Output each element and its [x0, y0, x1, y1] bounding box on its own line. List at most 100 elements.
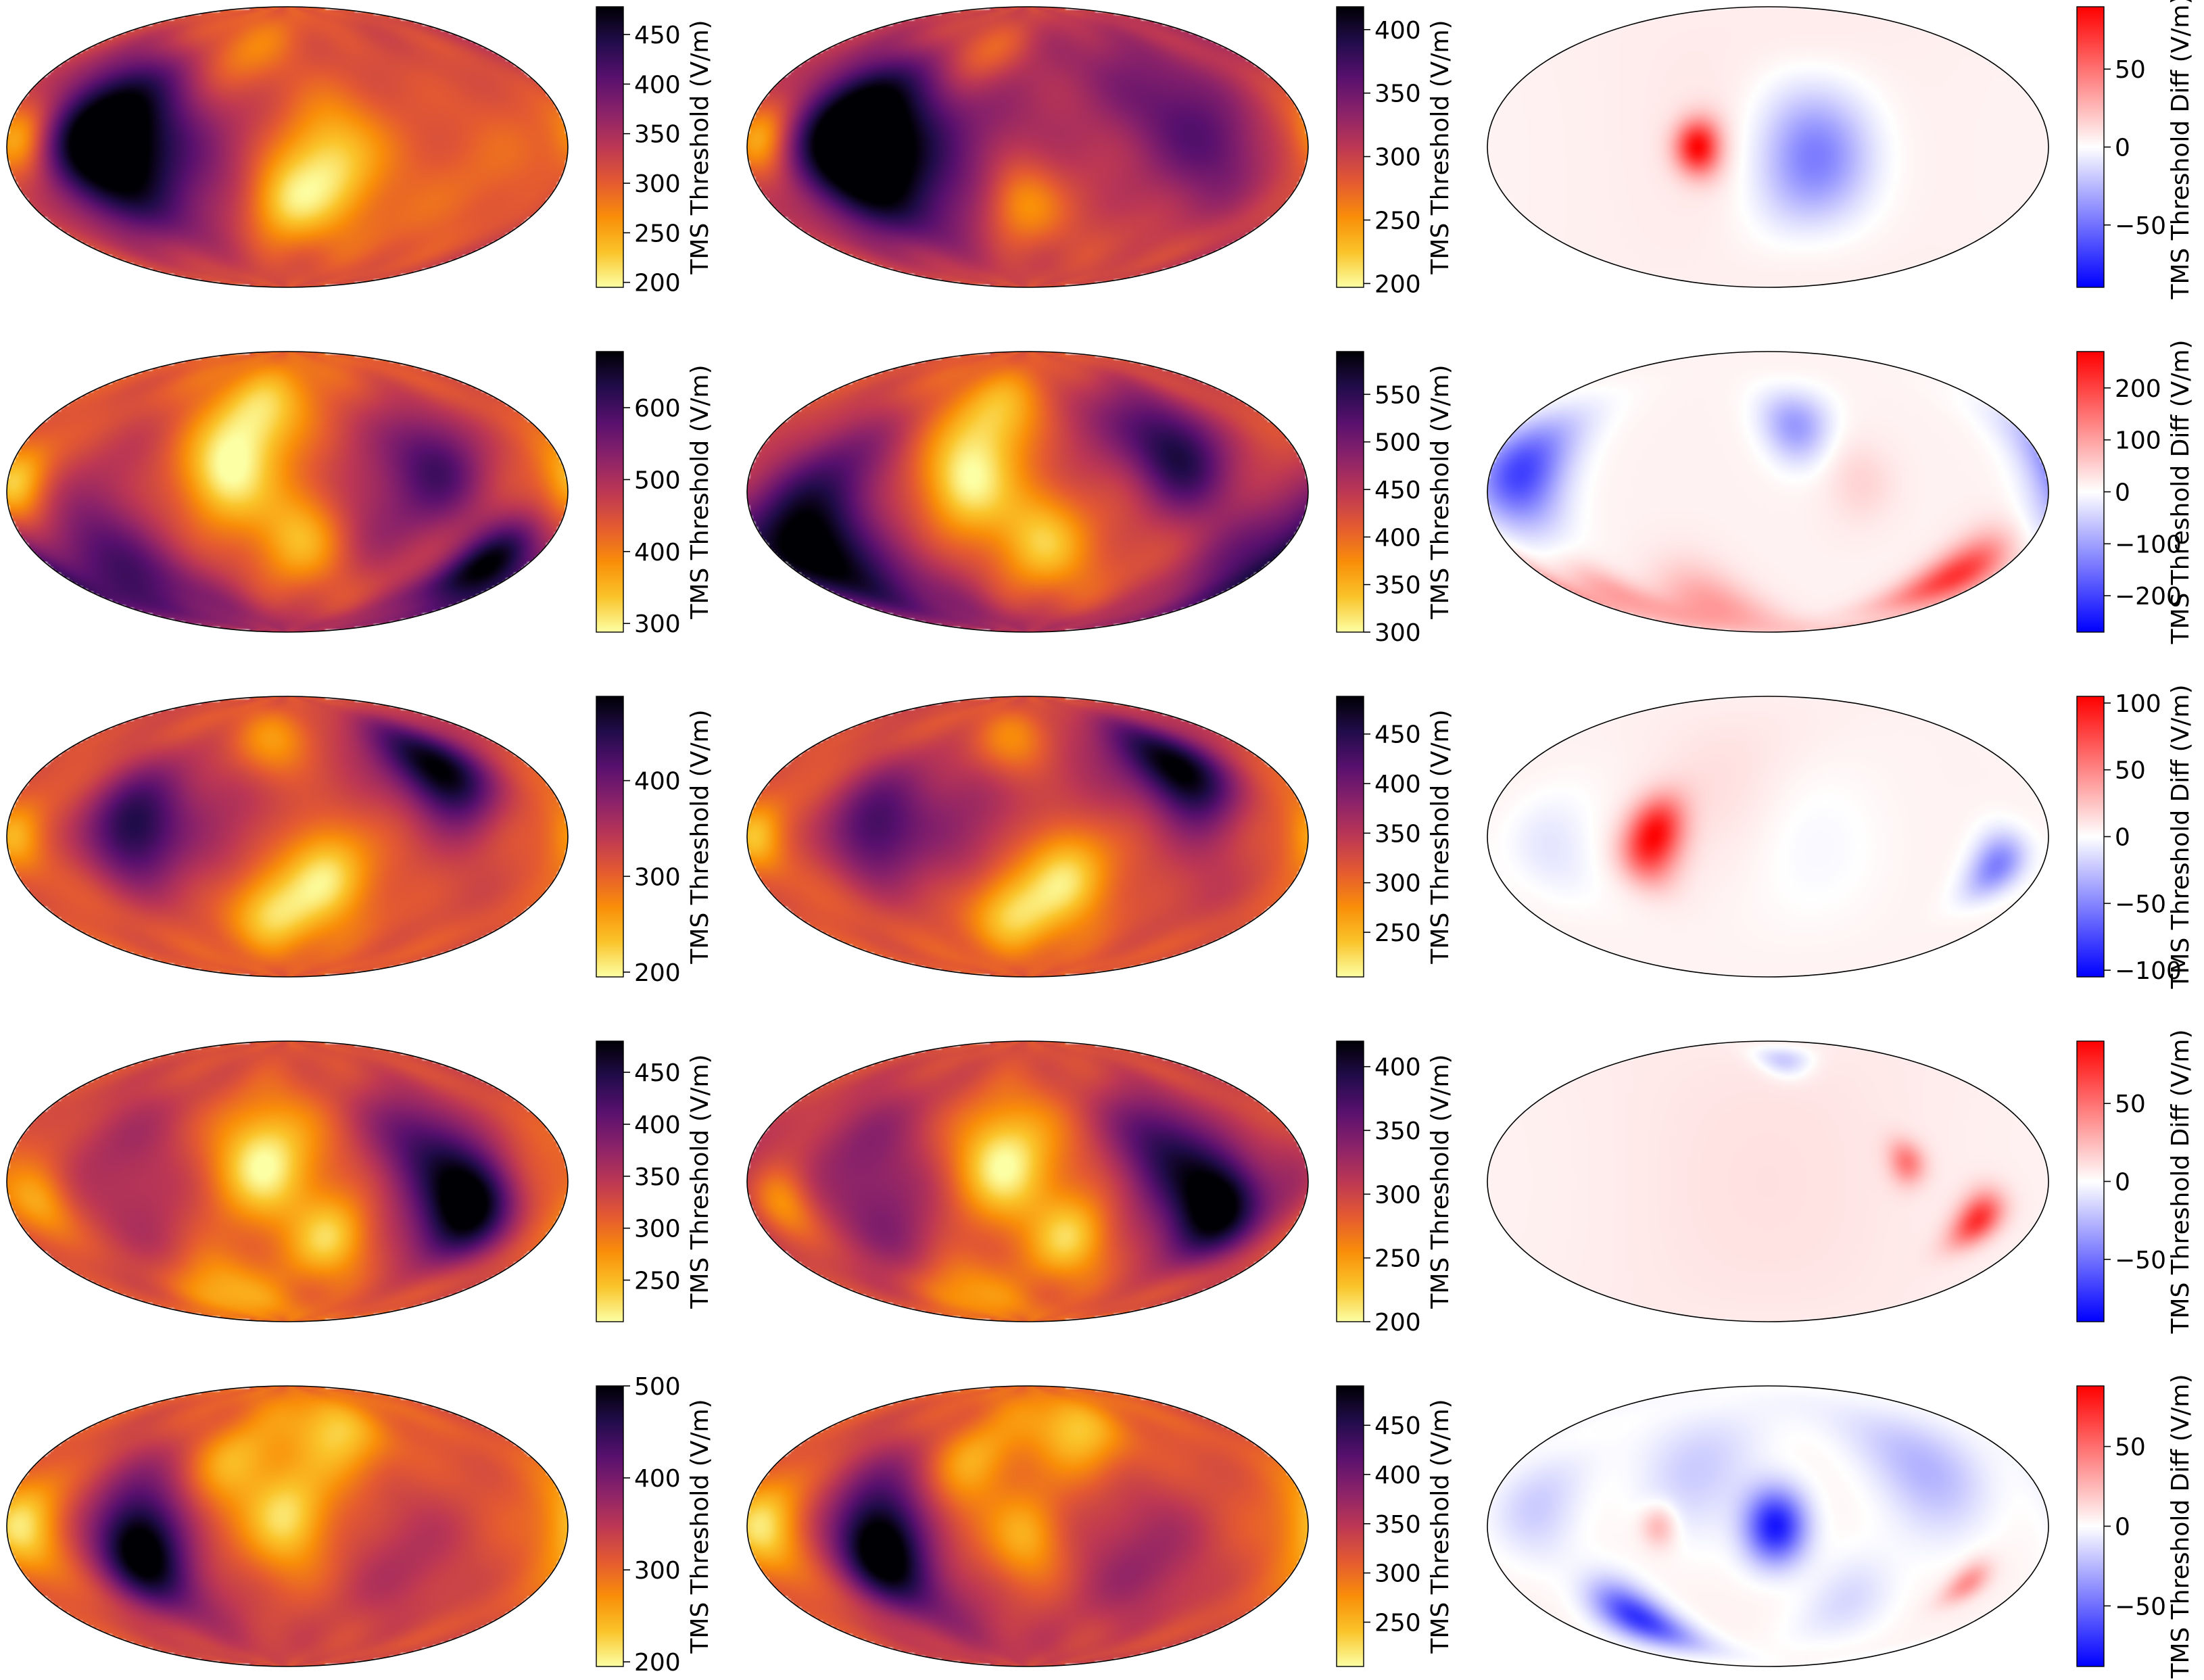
colorbar: [596, 1040, 624, 1322]
colorbar-tick-label: 400: [634, 768, 681, 796]
colorbar-label: TMS Threshold (V/m): [1427, 1399, 1454, 1654]
colorbar-tick-label: 400: [634, 1465, 681, 1493]
colorbar: [1336, 6, 1364, 288]
colorbar-tick-label: 200: [1374, 270, 1421, 298]
colorbar: [596, 6, 624, 288]
map-outline: [6, 6, 569, 288]
colorbar-tick-label: 350: [634, 1163, 681, 1191]
map-outline: [1487, 6, 2049, 288]
colorbar-label: TMS Threshold (V/m): [1427, 709, 1454, 964]
colorbar-tick-label: 250: [634, 220, 681, 247]
colorbar-tick-label: 200: [2115, 375, 2161, 403]
colorbar-tick-label: 350: [634, 121, 681, 149]
colorbar-tick-label: 50: [2115, 1434, 2146, 1462]
colorbar: [1336, 1040, 1364, 1322]
colorbar-tick-label: 550: [1374, 381, 1421, 409]
colorbar: [1336, 696, 1364, 978]
colorbar: [1336, 351, 1364, 633]
colorbar-tick-label: 300: [1374, 1560, 1421, 1588]
heatmap-r5-c2: [747, 1386, 1308, 1666]
colorbar-tick-label: 200: [1374, 1309, 1421, 1337]
colorbar-tick-label: 400: [1374, 524, 1421, 552]
colorbar-tick-label: 300: [634, 863, 681, 891]
colorbar-tick-label: 0: [2115, 135, 2130, 162]
colorbar-tick-label: −50: [2115, 212, 2166, 240]
colorbar-tick-label: 0: [2115, 1169, 2130, 1197]
colorbar: [596, 1385, 624, 1667]
colorbar: [2076, 1040, 2105, 1322]
colorbar-tick-label: 400: [1374, 1462, 1421, 1489]
colorbar-tick-label: 300: [634, 610, 681, 638]
colorbar-tick-label: 350: [1374, 1511, 1421, 1539]
colorbar-label: TMS Threshold Diff (V/m): [2167, 339, 2195, 644]
heatmap-r4-c1: [7, 1041, 568, 1322]
map-outline: [746, 1040, 1309, 1322]
colorbar-tick-label: 250: [1374, 1609, 1421, 1637]
map-outline: [6, 1385, 569, 1667]
colorbar-tick-label: 0: [2115, 824, 2130, 852]
colorbar-tick-label: 400: [634, 71, 681, 99]
map-outline: [746, 351, 1309, 633]
colorbar-tick-label: 300: [1374, 144, 1421, 172]
map-outline: [6, 696, 569, 978]
map-outline: [1487, 696, 2049, 978]
heatmap-r5-c3: [1487, 1386, 2049, 1666]
colorbar-tick-label: 0: [2115, 479, 2130, 507]
colorbar-tick-label: −50: [2115, 890, 2166, 918]
colorbar-label: TMS Threshold Diff (V/m): [2167, 684, 2195, 989]
colorbar-tick-label: 500: [634, 1373, 681, 1401]
heatmap-r3-c1: [7, 696, 568, 977]
heatmap-r2-c1: [7, 352, 568, 632]
colorbar-tick-label: 50: [2115, 56, 2146, 84]
map-outline: [1487, 1040, 2049, 1322]
colorbar-tick-label: 400: [634, 539, 681, 567]
colorbar-label: TMS Threshold Diff (V/m): [2167, 1029, 2195, 1334]
colorbar-tick-label: 50: [2115, 1090, 2146, 1118]
colorbar: [1336, 1385, 1364, 1667]
colorbar-tick-label: 450: [1374, 477, 1421, 504]
colorbar-label: TMS Threshold Diff (V/m): [2167, 1374, 2195, 1679]
colorbar-tick-label: 600: [634, 395, 681, 423]
colorbar-label: TMS Threshold (V/m): [686, 1054, 714, 1309]
colorbar-tick-label: 300: [634, 1216, 681, 1243]
heatmap-r3-c3: [1487, 696, 2049, 977]
colorbar-tick-label: 350: [1374, 1118, 1421, 1145]
colorbar-tick-label: 400: [1374, 771, 1421, 798]
map-outline: [6, 351, 569, 633]
map-outline: [6, 1040, 569, 1322]
colorbar-tick-label: 350: [1374, 80, 1421, 108]
colorbar-tick-label: 250: [1374, 1245, 1421, 1273]
colorbar-tick-label: 0: [2115, 1514, 2130, 1541]
heatmap-r5-c1: [7, 1386, 568, 1666]
heatmap-r4-c2: [747, 1041, 1308, 1322]
colorbar-tick-label: −200: [2115, 583, 2182, 610]
heatmap-r2-c3: [1487, 352, 2049, 632]
map-outline: [1487, 351, 2049, 633]
colorbar-tick-label: 300: [634, 170, 681, 198]
colorbar-tick-label: 200: [634, 270, 681, 297]
colorbar-label: TMS Threshold (V/m): [686, 364, 714, 619]
colorbar-tick-label: 500: [634, 466, 681, 494]
colorbar-label: TMS Threshold (V/m): [686, 20, 714, 274]
colorbar: [596, 696, 624, 978]
colorbar-tick-label: 50: [2115, 757, 2146, 785]
colorbar-label: TMS Threshold (V/m): [686, 1399, 714, 1654]
colorbar: [2076, 696, 2105, 978]
colorbar-label: TMS Threshold (V/m): [1427, 364, 1454, 619]
colorbar: [596, 351, 624, 633]
colorbar-tick-label: 300: [634, 1557, 681, 1585]
heatmap-r1-c3: [1487, 7, 2049, 287]
colorbar-tick-label: 250: [634, 1268, 681, 1295]
colorbar-tick-label: −100: [2115, 957, 2182, 985]
colorbar-tick-label: 450: [1374, 721, 1421, 749]
heatmap-r1-c2: [747, 7, 1308, 287]
colorbar-tick-label: 400: [634, 1111, 681, 1139]
colorbar-tick-label: 300: [1374, 1181, 1421, 1209]
colorbar-tick-label: 200: [634, 959, 681, 987]
heatmap-r4-c3: [1487, 1041, 2049, 1322]
heatmap-r2-c2: [747, 352, 1308, 632]
map-outline: [746, 6, 1309, 288]
colorbar-tick-label: 350: [1374, 572, 1421, 600]
colorbar-tick-label: 450: [634, 22, 681, 49]
colorbar-tick-label: 300: [1374, 870, 1421, 898]
